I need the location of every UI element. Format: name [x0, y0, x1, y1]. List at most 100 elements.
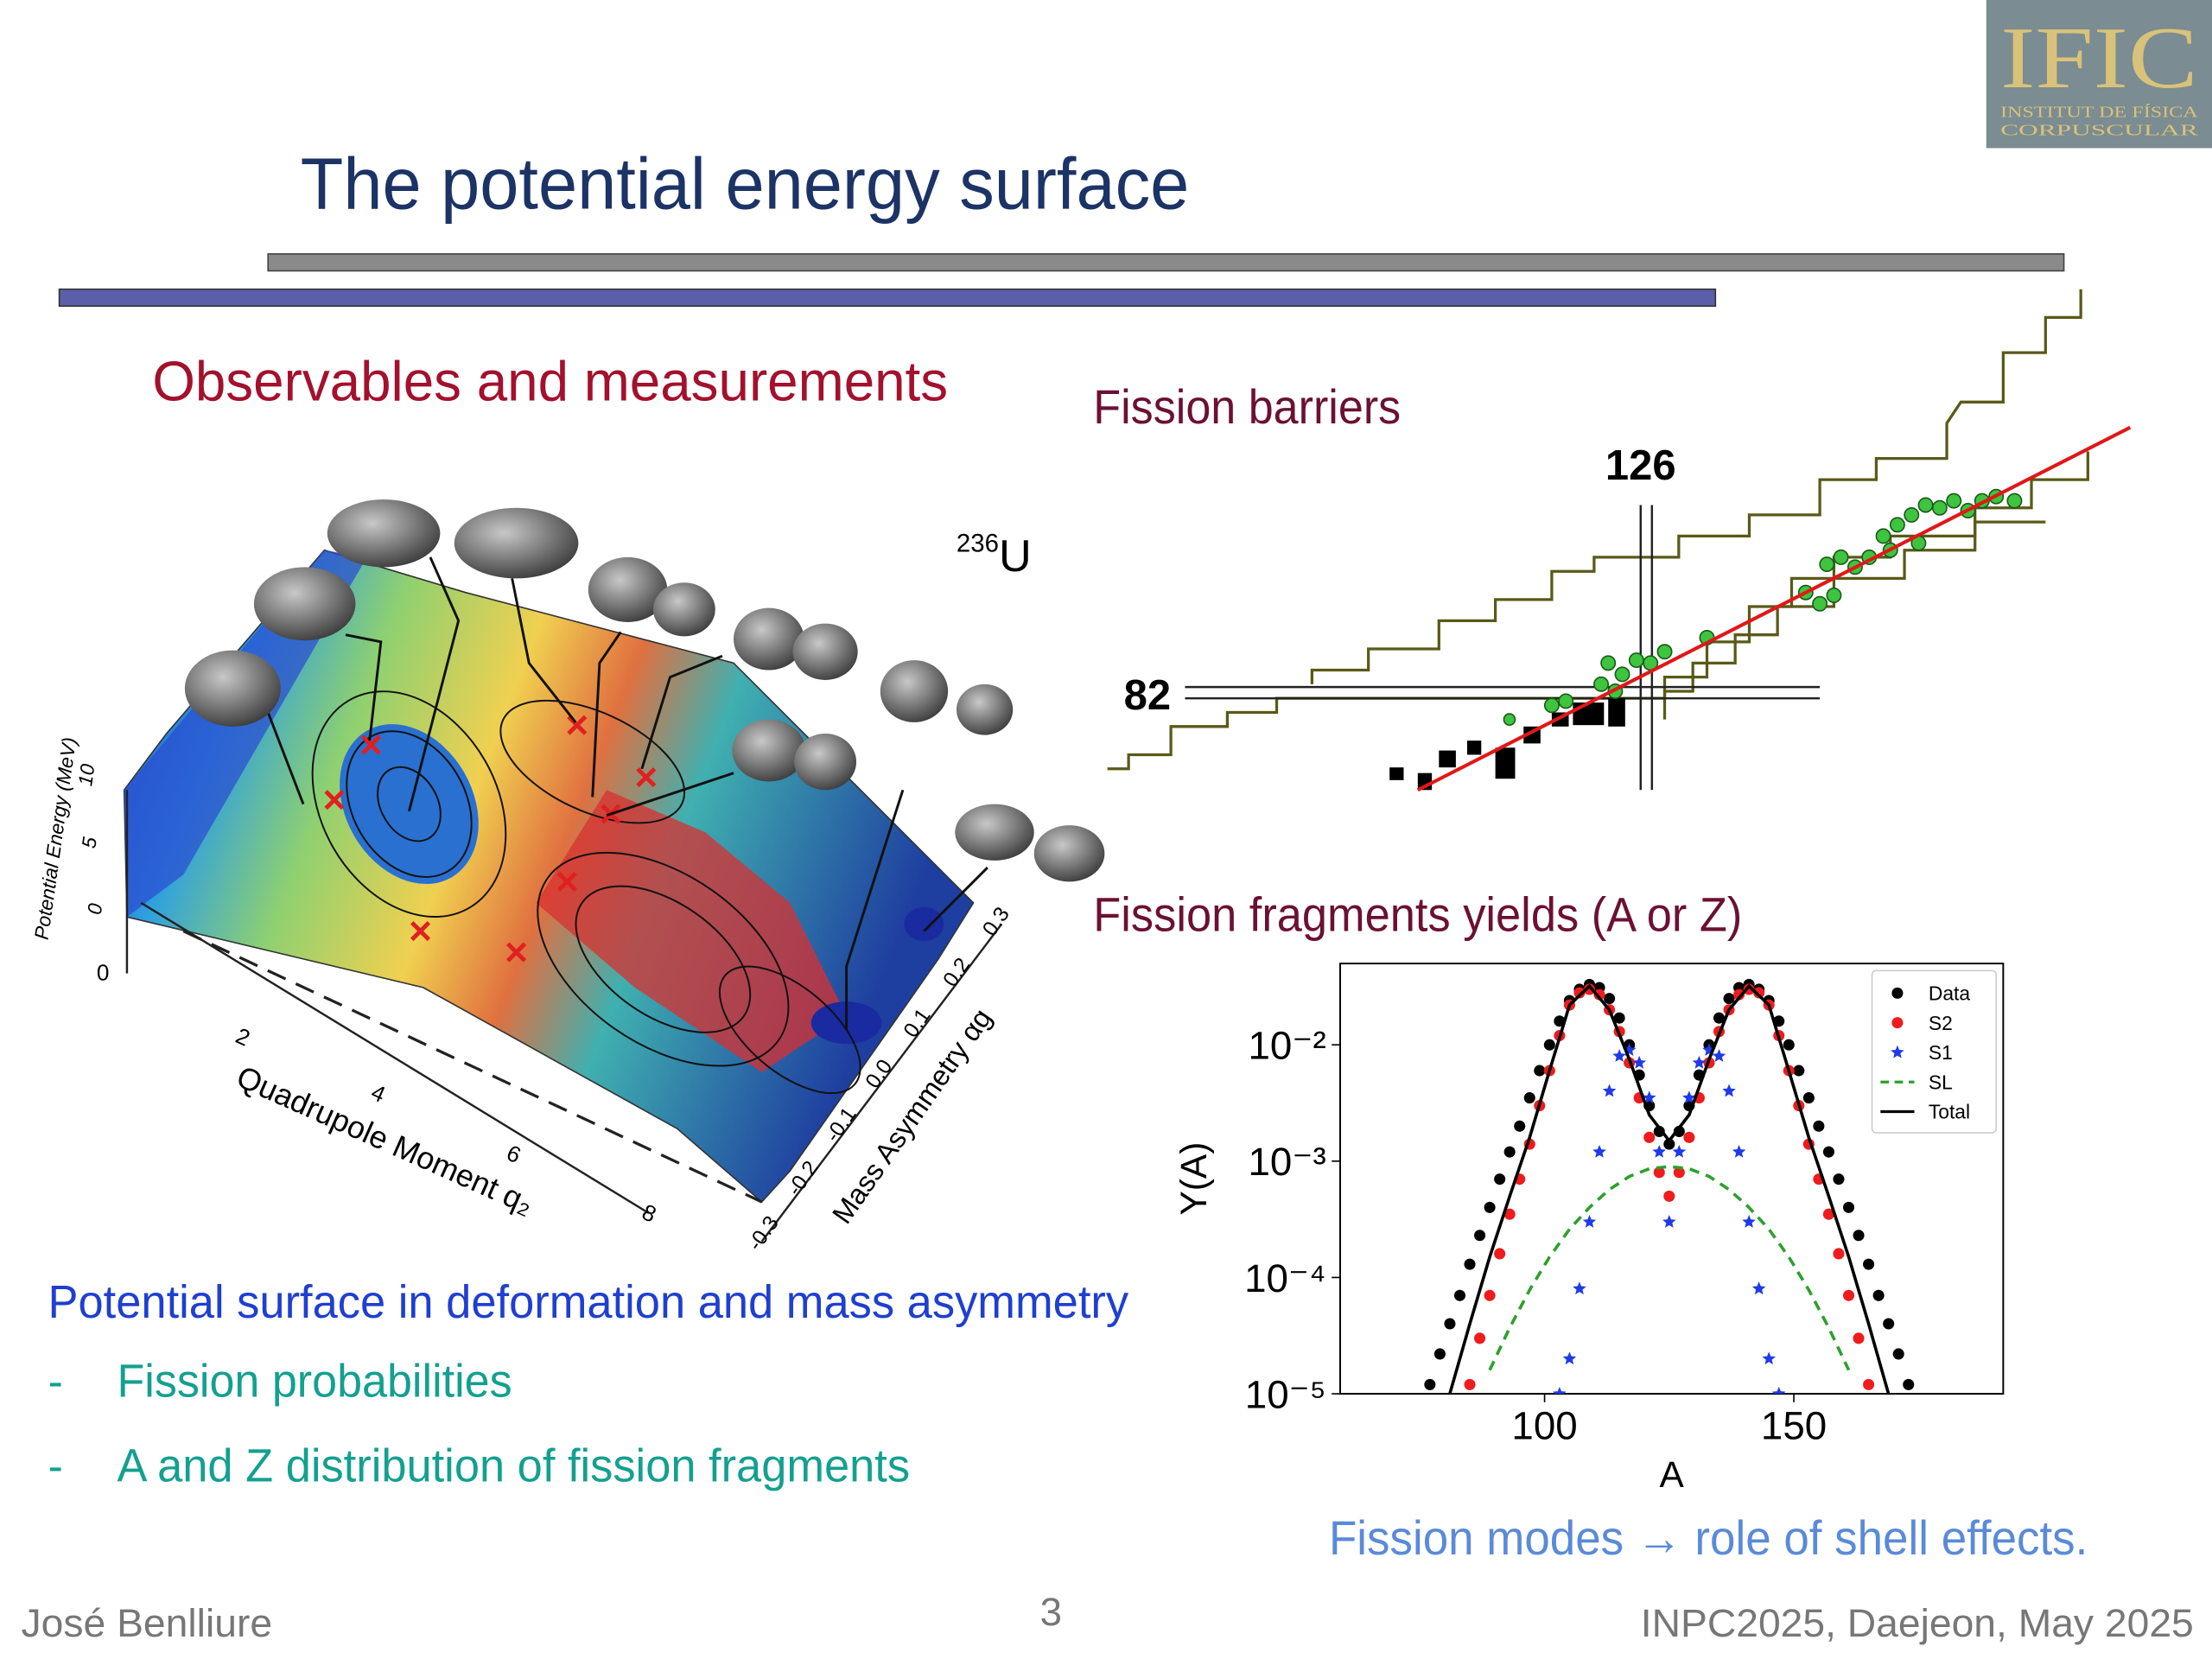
data-point — [1573, 987, 1586, 999]
arrows — [266, 556, 988, 1030]
legend-box — [1871, 969, 1998, 1134]
page-number: 3 — [1040, 1590, 1062, 1634]
data-point — [1484, 1201, 1496, 1213]
data-point — [1474, 1332, 1486, 1344]
logo-line: INSTITUT DE FÍSICA — [2000, 103, 2198, 121]
bullet-marker: - — [48, 1441, 63, 1491]
plot-area — [1424, 978, 1915, 1395]
data-point — [1593, 988, 1605, 1001]
data-point — [1534, 1065, 1546, 1077]
element-symbol: U — [999, 531, 1032, 582]
data-point — [1742, 1215, 1756, 1228]
data-point — [1663, 1138, 1675, 1150]
data-point — [1692, 1055, 1707, 1069]
data-point — [1632, 1055, 1646, 1069]
contour — [718, 965, 861, 1095]
surface-ridge — [536, 790, 847, 1072]
data-point — [1494, 1248, 1506, 1260]
data-point — [1753, 987, 1765, 999]
bullet-marker: - — [48, 1357, 63, 1407]
data-point — [1553, 1386, 1567, 1395]
data-point — [1433, 1348, 1446, 1360]
y-tick-label: 10⁻⁵ — [1245, 1372, 1326, 1416]
valley — [340, 724, 479, 885]
data-point — [1503, 1208, 1516, 1220]
data-point — [1833, 1173, 1845, 1185]
data-point — [1503, 1146, 1516, 1158]
logo: IFIC INSTITUT DE FÍSICA CORPUSCULAR — [1986, 0, 2212, 149]
x-tick-label: 150 — [1761, 1403, 1827, 1447]
nucleus-label: 236U — [957, 529, 1032, 582]
data-point — [1723, 993, 1735, 1005]
data-point — [1673, 1125, 1685, 1137]
contour — [377, 766, 442, 842]
bullet: Fission probabilities — [118, 1355, 512, 1407]
data-point — [1464, 1258, 1476, 1270]
heading: Fission fragments yields (A or Z) — [1093, 888, 1742, 942]
logo-text: IFIC — [2000, 10, 2198, 106]
data-point — [1853, 1332, 1865, 1344]
series-line — [1488, 1165, 1851, 1371]
data-point — [1602, 1084, 1617, 1097]
contour — [575, 885, 752, 1033]
contour — [537, 851, 790, 1067]
x-axis-label: A — [1660, 1454, 1685, 1495]
fission-shapes — [184, 499, 1105, 882]
data-point — [1751, 1281, 1766, 1295]
data-point — [1494, 1173, 1506, 1185]
legend-label: SL — [1929, 1071, 1953, 1093]
legend-label: S2 — [1929, 1012, 1953, 1034]
data-point — [1514, 1120, 1526, 1132]
legend-swatch — [1891, 1017, 1904, 1029]
legend-label: S1 — [1929, 1041, 1953, 1064]
conclusion: Fission modes → role of shell effects. — [1329, 1511, 2088, 1565]
slide-title: The potential energy surface — [301, 143, 1190, 225]
logo-bg — [1986, 0, 2212, 149]
y-tick-label: 10⁻³ — [1249, 1140, 1326, 1184]
data-point — [1643, 1131, 1656, 1143]
data-point — [1833, 1248, 1845, 1260]
data-point — [1663, 1190, 1675, 1202]
nuclide-chart: 126 82 — [1107, 289, 2132, 792]
data-point — [1672, 1145, 1687, 1158]
data-point — [1523, 1092, 1535, 1104]
divider — [58, 288, 1717, 308]
data-point — [1702, 1043, 1716, 1057]
data-point — [1713, 1012, 1726, 1024]
legend-label: Data — [1929, 982, 1971, 1005]
data-point — [1582, 1215, 1597, 1228]
data-point — [1604, 993, 1616, 1005]
drip-line — [1310, 289, 2082, 684]
saddle-markers — [324, 715, 657, 963]
data-point — [1642, 1090, 1656, 1104]
footer-author: José Benlliure — [21, 1601, 272, 1645]
data-point — [1573, 1281, 1586, 1295]
data-point — [1612, 1049, 1626, 1062]
summary: Potential surface in deformation and mas… — [48, 1276, 1129, 1328]
series-line — [1448, 983, 1891, 1395]
magic-number: 126 — [1605, 442, 1676, 489]
data-point — [1712, 1049, 1726, 1062]
logo-line: CORPUSCULAR — [2000, 122, 2198, 139]
base-line — [182, 930, 763, 1204]
axes — [125, 790, 1003, 1243]
data-point — [1653, 1166, 1665, 1179]
data-point — [1813, 1120, 1825, 1132]
data-point — [1444, 1318, 1456, 1330]
data-point — [1683, 1131, 1695, 1143]
data-point — [1762, 1351, 1777, 1365]
data-point — [1583, 983, 1596, 995]
data-point — [1883, 1318, 1895, 1330]
data-point — [1453, 1289, 1466, 1301]
y-tick-label: 10⁻² — [1249, 1024, 1326, 1068]
data-point — [1903, 1378, 1915, 1390]
data-point — [1673, 1166, 1685, 1179]
legend-swatch — [1891, 987, 1904, 999]
data-point — [1771, 1386, 1786, 1395]
data-point — [1484, 1289, 1496, 1301]
data-point — [1802, 1092, 1815, 1104]
data-point — [1863, 1378, 1875, 1390]
data-point — [1842, 1201, 1855, 1213]
data-point — [1842, 1289, 1855, 1301]
